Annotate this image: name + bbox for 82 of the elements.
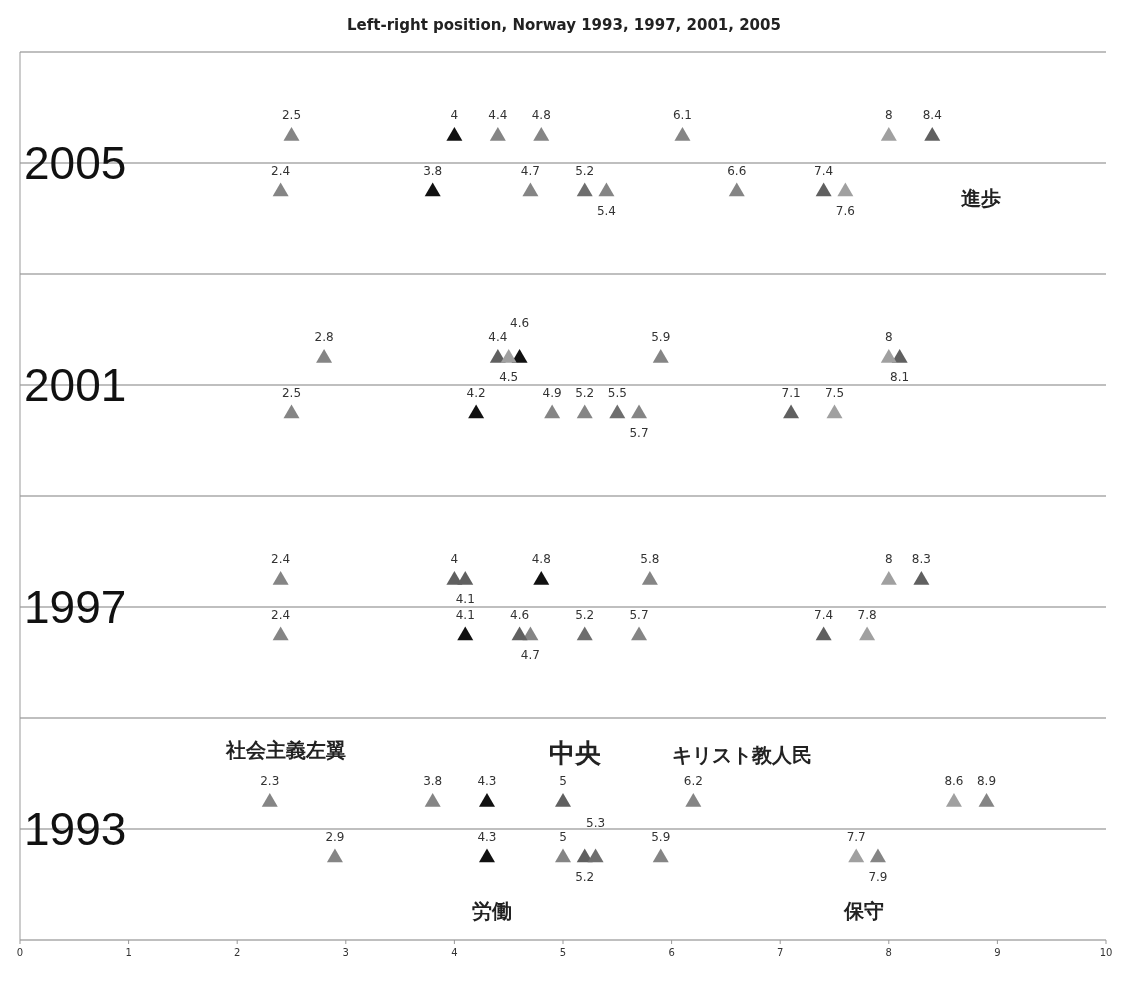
data-label: 8 <box>884 552 893 567</box>
data-label: 2.9 <box>325 829 345 844</box>
data-label: 4.4 <box>488 330 508 345</box>
data-label: 6.2 <box>683 774 703 789</box>
data-label: 8.3 <box>911 552 931 567</box>
x-tick-label: 2 <box>234 947 241 958</box>
data-label: 5.9 <box>651 829 671 844</box>
data-label: 4.6 <box>510 607 530 622</box>
data-label: 4.7 <box>520 163 540 178</box>
data-label: 6.1 <box>672 108 693 123</box>
annotation: 進歩 <box>961 185 1001 210</box>
x-tick-label: 5 <box>559 947 567 958</box>
data-label: 5.4 <box>596 203 616 218</box>
data-label: 8.1 <box>890 370 910 385</box>
data-label: 5.8 <box>640 552 660 567</box>
y-tick-label: 2005 <box>24 137 127 190</box>
data-label: 8 <box>884 330 893 345</box>
data-label: 7.6 <box>835 203 855 218</box>
data-label: 5 <box>559 829 567 844</box>
data-label: 4.1 <box>455 592 475 607</box>
data-label: 5.5 <box>607 385 627 400</box>
data-label: 4.6 <box>510 316 530 331</box>
data-label: 4.8 <box>531 108 551 123</box>
data-label: 4.4 <box>488 108 508 123</box>
data-label: 2.5 <box>281 108 302 123</box>
data-label: 7.5 <box>824 385 845 400</box>
x-tick-label: 10 <box>1099 947 1113 958</box>
annotation: 保守 <box>843 899 885 924</box>
data-label: 5 <box>559 774 567 789</box>
data-label: 8.6 <box>944 774 964 789</box>
annotation: 中央 <box>549 737 603 768</box>
data-label: 8 <box>884 108 893 123</box>
data-label: 4 <box>450 108 459 123</box>
data-label: 5.9 <box>651 330 671 345</box>
x-tick-label: 0 <box>16 947 24 958</box>
data-label: 8.9 <box>976 774 997 789</box>
data-label: 3.8 <box>423 774 443 789</box>
data-label: 5.2 <box>575 869 595 884</box>
data-label: 2.5 <box>281 385 302 400</box>
data-label: 6.6 <box>727 163 747 178</box>
data-label: 2.4 <box>271 163 291 178</box>
data-label: 4.5 <box>499 370 519 385</box>
data-label: 7.4 <box>814 607 834 622</box>
data-label: 5.2 <box>575 163 595 178</box>
x-tick-label: 4 <box>451 947 458 958</box>
data-label: 4.2 <box>466 385 486 400</box>
x-tick-label: 6 <box>668 947 675 958</box>
data-label: 3.8 <box>423 163 443 178</box>
data-label: 4.3 <box>477 829 497 844</box>
data-label: 4.3 <box>477 774 497 789</box>
data-label: 7.4 <box>814 163 834 178</box>
data-label: 4 <box>450 552 459 567</box>
data-label: 7.9 <box>868 869 888 884</box>
x-tick-label: 1 <box>125 947 132 958</box>
y-tick-label: 1997 <box>24 581 127 634</box>
annotation: 労働 <box>471 899 512 924</box>
annotation: キリスト教人民 <box>671 742 812 767</box>
data-label: 7.1 <box>781 385 801 400</box>
data-label: 2.4 <box>271 552 291 567</box>
data-label: 5.7 <box>629 607 649 622</box>
data-label: 2.4 <box>271 607 291 622</box>
data-label: 8.4 <box>922 108 942 123</box>
data-label: 5.7 <box>629 425 649 440</box>
data-label: 4.7 <box>520 647 540 662</box>
data-label: 4.1 <box>455 607 475 622</box>
annotation: 社会主義左翼 <box>225 737 346 762</box>
data-label: 7.7 <box>846 829 866 844</box>
x-tick-label: 9 <box>994 947 1001 958</box>
x-tick-label: 7 <box>777 947 784 958</box>
data-label: 7.8 <box>857 607 877 622</box>
data-label: 5.3 <box>586 815 606 830</box>
data-label: 4.9 <box>542 385 562 400</box>
data-label: 2.8 <box>314 330 334 345</box>
y-tick-label: 1993 <box>24 803 127 856</box>
y-tick-label: 2001 <box>24 359 127 412</box>
data-label: 5.2 <box>575 607 595 622</box>
data-label: 2.3 <box>260 774 280 789</box>
x-tick-label: 3 <box>342 947 349 958</box>
data-label: 5.2 <box>575 385 595 400</box>
data-label: 4.8 <box>531 552 551 567</box>
chart-title: Left-right position, Norway 1993, 1997, 2001, 2005 <box>347 16 781 34</box>
x-tick-label: 8 <box>885 947 892 958</box>
